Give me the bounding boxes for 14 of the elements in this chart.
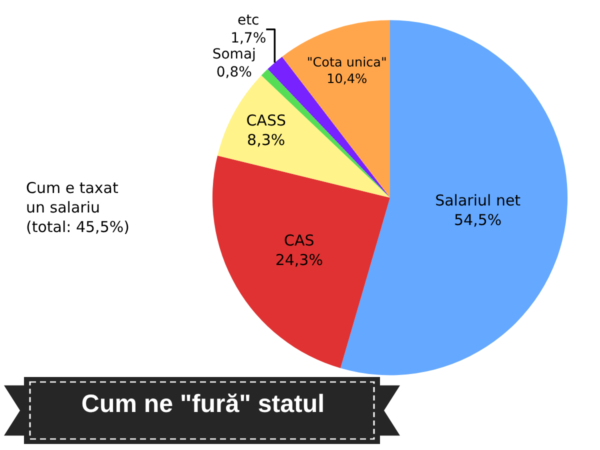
data-label: 10,4%	[326, 72, 368, 87]
slice-label: Salariul net	[435, 191, 521, 210]
slice-label: CASS	[246, 111, 286, 130]
data-label: 0,8%	[216, 64, 252, 81]
text: Cum ne "fură" statul	[80, 390, 326, 420]
data-label: 54,5%	[454, 210, 502, 229]
data-label: 8,3%	[247, 130, 286, 149]
data-label: 1,7%	[230, 30, 266, 46]
slice-label: etc	[237, 12, 260, 28]
slice-label: Somaj	[212, 46, 256, 62]
slice-label: "Cota unica"	[306, 55, 387, 70]
text: Cum e taxat un salariu (total: 45,5%)	[26, 179, 130, 236]
data-label: 24,3%	[275, 250, 323, 269]
slice-label: CAS	[284, 231, 314, 250]
